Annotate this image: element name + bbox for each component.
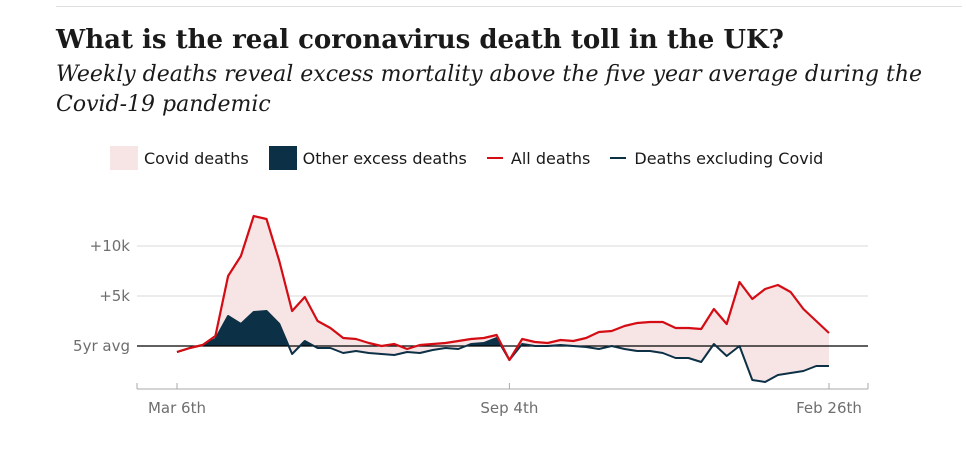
- legend-label-covid-deaths: Covid deaths: [144, 148, 249, 168]
- legend-label-other-excess-deaths: Other excess deaths: [302, 148, 467, 168]
- y-tick-label-0: 5yr avg: [73, 337, 130, 355]
- legend: Covid deaths Other excess deaths All dea…: [110, 144, 823, 172]
- all-deaths-line-icon: [486, 157, 503, 159]
- deaths-excluding-covid-line-icon: [610, 157, 627, 159]
- legend-item-deaths-excluding-covid: Deaths excluding Covid: [610, 149, 823, 168]
- legend-item-all-deaths: All deaths: [486, 148, 591, 168]
- legend-item-covid-deaths: Covid deaths: [110, 146, 249, 170]
- chart-title: What is the real coronavirus death toll …: [56, 25, 784, 55]
- y-tick-label-1: +5k: [99, 287, 130, 305]
- covid-deaths-area: [177, 216, 829, 382]
- x-tick-label-2: Feb 26th: [796, 399, 862, 417]
- legend-item-other-excess-deaths: Other excess deaths: [268, 146, 467, 170]
- chart-subtitle: Weekly deaths reveal excess mortality ab…: [56, 62, 923, 117]
- legend-label-all-deaths: All deaths: [510, 148, 591, 168]
- all-deaths-line: [176, 214, 830, 362]
- top-rule: [56, 6, 962, 7]
- y-tick-label-2: +10k: [90, 237, 131, 255]
- x-tick-label-0: Mar 6th: [148, 399, 206, 417]
- x-tick-label-1: Sep 4th: [480, 399, 538, 417]
- other-excess-deaths-area: [177, 311, 829, 346]
- other-excess-deaths-swatch-icon: [268, 146, 297, 170]
- legend-label-deaths-excluding-covid: Deaths excluding Covid: [634, 148, 824, 168]
- covid-deaths-swatch-icon: [110, 146, 138, 170]
